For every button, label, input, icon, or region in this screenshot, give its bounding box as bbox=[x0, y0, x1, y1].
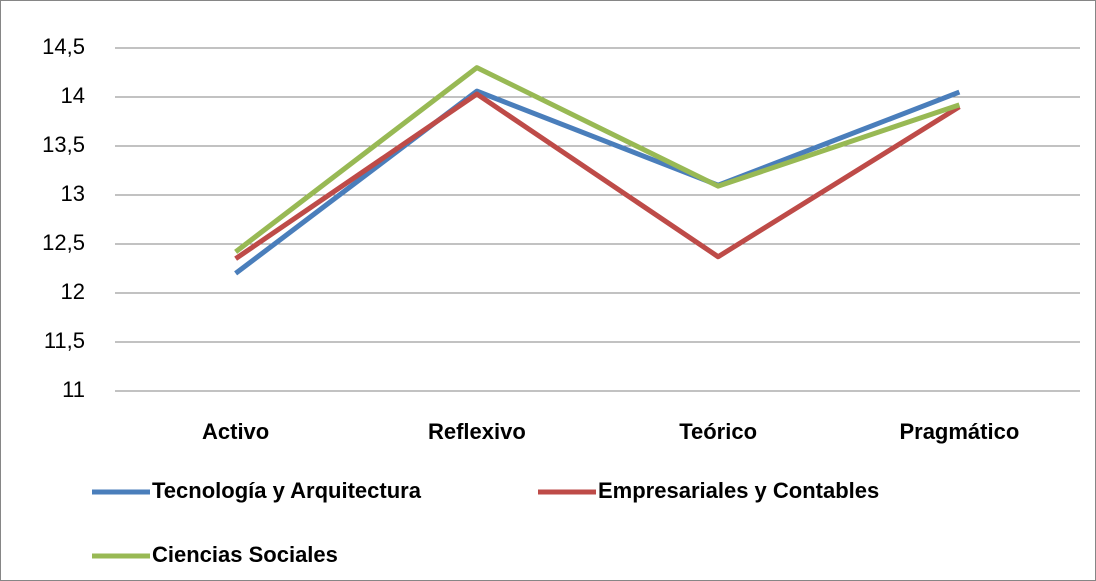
x-tick-label: Activo bbox=[202, 419, 269, 444]
y-tick-label: 14,5 bbox=[42, 34, 85, 59]
series-line bbox=[234, 65, 961, 254]
legend-label: Empresariales y Contables bbox=[598, 478, 879, 503]
y-tick-label: 13,5 bbox=[42, 132, 85, 157]
y-tick-label: 14 bbox=[61, 83, 85, 108]
x-tick-label: Teórico bbox=[679, 419, 757, 444]
x-tick-label: Reflexivo bbox=[428, 419, 526, 444]
y-tick-label: 12,5 bbox=[42, 230, 85, 255]
y-tick-label: 13 bbox=[61, 181, 85, 206]
series-line bbox=[234, 91, 961, 261]
x-tick-label: Pragmático bbox=[899, 419, 1019, 444]
legend-label: Tecnología y Arquitectura bbox=[152, 478, 422, 503]
y-tick-label: 11 bbox=[62, 377, 85, 402]
y-tick-label: 12 bbox=[61, 279, 85, 304]
legend-label: Ciencias Sociales bbox=[152, 542, 338, 567]
y-tick-label: 11,5 bbox=[44, 328, 85, 353]
series-line bbox=[234, 88, 961, 276]
